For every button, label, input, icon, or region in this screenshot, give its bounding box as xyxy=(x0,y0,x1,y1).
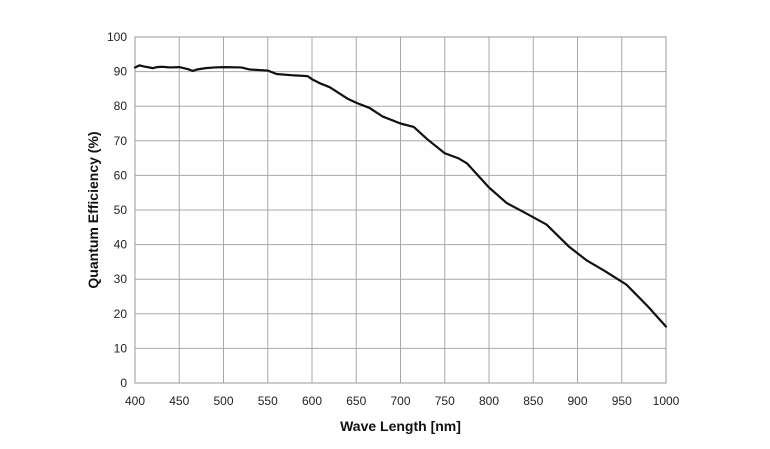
x-tick-label: 950 xyxy=(612,394,632,408)
x-tick-label: 650 xyxy=(346,394,366,408)
y-tick-label: 20 xyxy=(114,307,128,321)
x-tick-label: 1000 xyxy=(653,394,680,408)
x-tick-label: 900 xyxy=(567,394,587,408)
y-axis-title: Quantum Efficiency (%) xyxy=(85,131,101,288)
series-line xyxy=(133,64,668,328)
y-tick-label: 80 xyxy=(114,99,128,113)
x-tick-label: 400 xyxy=(125,394,145,408)
y-tick-label: 0 xyxy=(120,376,127,390)
grid-lines xyxy=(134,36,667,384)
y-tick-label: 100 xyxy=(107,30,127,44)
x-tick-label: 850 xyxy=(523,394,543,408)
x-tick-label: 600 xyxy=(302,394,322,408)
y-tick-label: 60 xyxy=(114,168,128,182)
y-tick-label: 70 xyxy=(114,134,128,148)
x-tick-label: 500 xyxy=(213,394,233,408)
y-tick-label: 40 xyxy=(114,238,128,252)
x-tick-label: 550 xyxy=(258,394,278,408)
tick-labels: 400 450 500 550 600 650 700 750 800 850 900 950 1000… xyxy=(107,30,680,408)
y-tick-label: 10 xyxy=(114,341,128,355)
x-axis-title: Wave Length [nm] xyxy=(340,418,461,434)
x-tick-label: 750 xyxy=(435,394,455,408)
y-tick-label: 50 xyxy=(114,203,128,217)
x-tick-label: 700 xyxy=(390,394,410,408)
x-tick-label: 450 xyxy=(169,394,189,408)
series-layer xyxy=(133,64,668,328)
y-tick-label: 90 xyxy=(114,65,128,79)
y-tick-label: 30 xyxy=(114,272,128,286)
x-tick-label: 800 xyxy=(479,394,499,408)
plot-area xyxy=(134,36,667,384)
